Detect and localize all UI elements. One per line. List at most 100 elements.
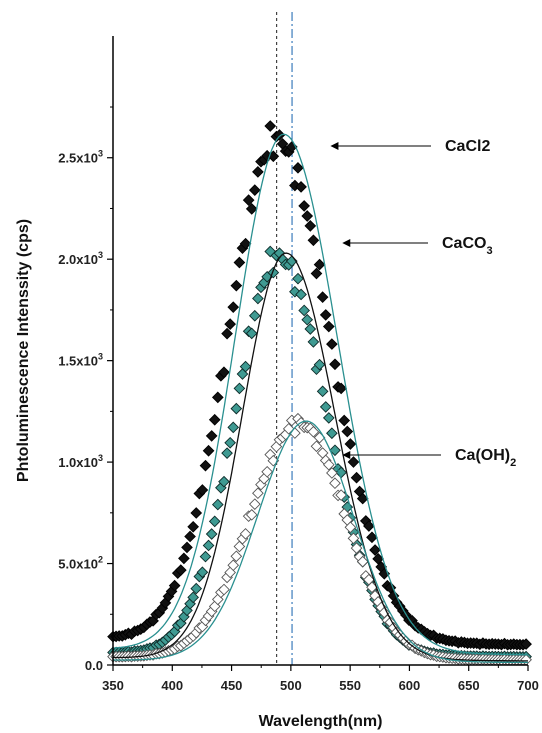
y-tick-label: 0.0 [85,658,103,673]
fit-curve [113,252,528,662]
data-point [208,515,221,528]
y-axis-title: Phtoluminescence Intenssity (cps) [15,219,32,482]
data-point [304,220,317,232]
y-tick-label: 1.5x103 [58,352,103,369]
data-point [520,638,532,650]
data-point [233,256,246,269]
data-point [205,528,218,540]
data-point [316,385,329,398]
data-point [307,425,320,438]
data-point [366,531,378,544]
x-tick-label: 650 [458,678,480,693]
data-point [248,309,261,322]
data-point [227,301,240,313]
data-point [252,487,264,500]
data-point [174,564,187,576]
series-layer [107,120,532,666]
data-point [221,327,233,340]
x-tick-label: 350 [102,678,124,693]
data-point [316,291,329,303]
data-point [245,508,258,521]
data-point [211,391,224,404]
data-point [230,402,243,415]
data-point [239,237,252,250]
data-point [335,382,347,395]
data-point [350,471,363,484]
data-point [242,194,255,206]
data-point [252,166,264,178]
data-point [350,542,363,554]
data-point [187,520,199,533]
data-point [245,203,258,215]
data-point [329,444,341,457]
data-point [322,320,335,333]
data-point [344,521,357,534]
y-tick-label: 5.0x102 [58,555,103,572]
data-point [205,430,218,442]
data-point [322,458,335,471]
data-point [248,498,261,511]
data-point [227,559,240,572]
data-point [168,579,181,592]
data-point [313,358,326,371]
data-point [221,447,233,460]
fit-curve [112,133,528,656]
y-axis-ticks: 0.0 5.0x102 1.0x103 1.5x103 2.0x103 2.5x103 [58,106,113,673]
data-point [298,200,310,212]
data-point [307,234,320,247]
data-point [224,318,236,330]
data-point [304,323,317,335]
data-point [184,530,196,543]
reference-lines [276,12,293,665]
arrow-head [342,239,351,247]
data-point [233,382,246,395]
data-point [273,129,286,141]
data-point [227,421,240,434]
arrow-head [342,451,351,459]
data-point [301,210,314,222]
data-point [319,309,332,321]
data-point [295,288,307,301]
data-point [190,507,203,519]
y-tick-label: 2.5x103 [58,149,103,166]
x-tick-label: 700 [517,678,539,693]
data-point [298,304,310,317]
data-point [181,541,193,554]
fit-curve [113,420,529,664]
series-annotations: CaCl2 CaCO3 Ca(OH)2 [330,138,516,469]
data-point [372,552,384,565]
data-point [363,520,375,532]
data-point [239,360,252,373]
data-point [292,161,304,174]
data-point [218,475,230,488]
y-tick-label: 1.0x103 [58,453,103,470]
data-point [295,181,307,193]
data-point [356,492,369,505]
data-point [178,552,190,565]
y-tick-label: 2.0x103 [58,250,103,267]
x-tick-label: 550 [339,678,361,693]
data-point [341,425,354,438]
data-point [196,566,209,579]
data-point [187,591,199,604]
data-point [230,550,243,563]
series-cacl2 [107,120,532,651]
data-point [267,266,280,279]
data-point [239,528,252,540]
data-point [248,184,261,196]
data-point [261,465,273,478]
data-point [224,436,236,449]
data-point [196,484,209,496]
data-point [329,477,341,490]
data-point [347,532,360,545]
data-point [224,566,236,579]
x-axis-ticks: 350 400 450 500 550 600 650 700 [102,665,539,693]
data-point [335,489,347,501]
data-point [356,555,369,568]
data-point [384,581,397,594]
data-point [326,467,338,479]
data-point [326,427,338,440]
data-point [319,401,332,413]
data-point [369,544,381,556]
